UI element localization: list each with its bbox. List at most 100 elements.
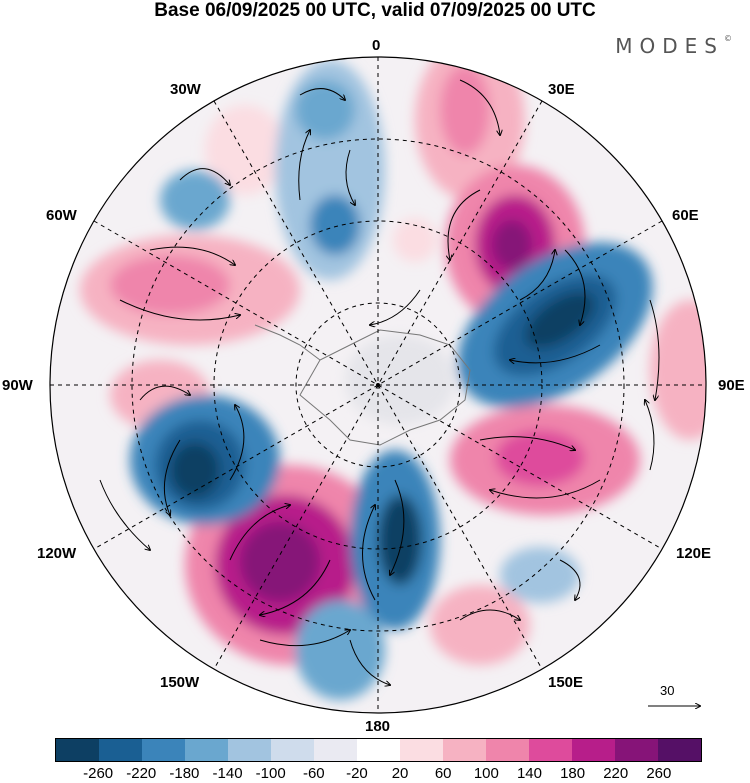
colorbar-swatch [142,739,185,761]
anomaly-negative-nw [160,170,230,230]
wind-vector [448,189,481,260]
wind-vector [490,479,601,499]
wind-vectors [99,79,660,685]
longitude-label-30w: 30W [170,81,201,98]
colorbar-tick-label: -100 [255,765,286,782]
wind-vector [229,405,245,481]
wind-vector [298,130,310,201]
colorbar-tick-label: -20 [346,765,368,782]
meridian-30e-150w [213,100,543,670]
wind-vector [559,559,581,600]
colorbar-swatch [99,739,142,761]
brand-logo: MODES© [615,34,732,58]
longitude-label-90w: 90W [2,377,33,394]
colorbar-tick-label: -60 [302,765,325,782]
colorbar-tick-label: 20 [391,765,409,782]
colorbar-swatch [615,739,658,761]
anomaly-positive-ese-core [495,430,585,486]
colorbar-tick-label: 180 [560,765,586,782]
map-title: Base 06/09/2025 00 UTC, valid 07/09/2025… [154,0,596,21]
wind-vector [370,289,421,325]
wind-vector [119,299,240,321]
colorbar [55,738,702,762]
longitude-label-120e: 120E [676,545,712,562]
wind-vector [649,299,660,400]
reference-vector-label: 30 [660,683,675,698]
colorbar-tick-label: -140 [212,765,243,782]
brand-name: MODES [615,34,724,58]
colorbar-swatch [572,739,615,761]
map-boundary [49,56,707,714]
wind-vector [390,479,405,575]
colorbar-swatch [529,739,572,761]
colorbar-tick-label: -260 [83,765,114,782]
wind-vector [345,149,355,205]
brand-copyright: © [724,34,732,43]
anomaly-weak-polar [345,335,455,425]
colorbar-swatch [658,739,701,761]
anomaly-negative-s-core [378,495,422,585]
anomaly-positive-far-e [650,300,706,440]
anomaly-negative-ssw [295,600,385,700]
longitude-label-150e: 150E [548,674,584,691]
anomaly-negative-se [500,547,580,603]
anomaly-positive-nnw [205,105,285,195]
colorbar-swatch [357,739,400,761]
anomaly-negative-n-south [310,195,360,255]
wind-vector [362,505,376,601]
meridian-30w-150e [213,100,543,670]
colorbar-swatch [486,739,529,761]
colorbar-swatch [56,739,99,761]
anomaly-positive-ssw-center [240,522,320,602]
anomaly-negative-ene-center [525,291,595,349]
wind-vector [479,436,575,450]
wind-vector [260,559,331,615]
longitude-label-30e: 30E [548,81,575,98]
longitude-label-180: 180 [365,718,391,735]
colorbar-swatch [314,739,357,761]
longitude-label-150w: 150W [160,674,200,691]
latitude-circle-30 [131,138,625,632]
colorbar-tick-label: 260 [646,765,672,782]
colorbar-swatch [443,739,486,761]
meridian-60e-120w [93,220,663,550]
anomaly-negative-wsw-center [170,442,220,498]
wind-vector [519,250,555,301]
wind-vector [645,400,655,471]
colorbar-tick-label: 100 [473,765,499,782]
wind-vector [99,479,150,550]
anomaly-positive-se [430,585,530,665]
colorbar-tick-label: -220 [126,765,157,782]
colorbar-tick-label: -180 [169,765,200,782]
wind-vector [149,246,235,265]
wind-vector [349,639,390,685]
colorbar-swatch [228,739,271,761]
wind-vector [299,88,345,100]
wind-vector [229,505,290,561]
antarctic-peninsula [254,324,321,361]
height-anomaly-field [50,57,706,713]
longitude-label-0: 0 [372,37,381,54]
colorbar-tick-label: 220 [603,765,629,782]
wind-vector [139,385,190,401]
wind-vector [163,439,181,515]
wind-vector [564,249,586,325]
colorbar-swatch [400,739,443,761]
colorbar-tick-label: 140 [516,765,542,782]
wind-vector [459,609,520,620]
anomaly-positive-w-core [110,255,230,315]
colorbar-swatch [185,739,228,761]
colorbar-tick-label: 60 [434,765,452,782]
wind-vector [259,630,350,647]
longitude-label-120w: 120W [37,545,77,562]
colorbar-swatch [271,739,314,761]
anomaly-positive-ne-core [440,65,490,155]
longitude-label-90e: 90E [718,377,745,394]
wind-vector [510,344,601,363]
wind-vector [179,168,230,185]
south-pole-marker [376,383,380,387]
longitude-label-60w: 60W [46,207,77,224]
anomaly-positive-e-center [492,220,532,270]
anomaly-positive-center [393,218,437,262]
